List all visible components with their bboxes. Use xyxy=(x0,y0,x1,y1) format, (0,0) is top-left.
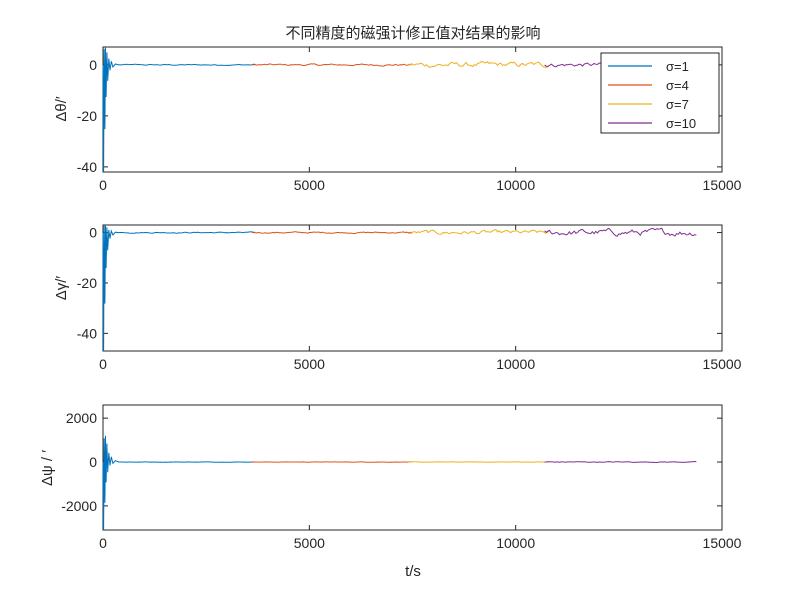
x-tick-label-yaw: 5000 xyxy=(294,535,325,551)
y-tick-label-pitch: -40 xyxy=(77,159,97,175)
x-tick-label-roll: 5000 xyxy=(294,356,325,372)
y-tick-label-pitch: 0 xyxy=(89,57,97,73)
x-tick-label-roll: 0 xyxy=(99,356,107,372)
y-axis-label-yaw: Δψ / ′ xyxy=(39,450,56,486)
y-tick-label-roll: -20 xyxy=(77,275,97,291)
panel-roll: 0 5000 10000 15000 0 -20 -40 Δγ/′ xyxy=(53,225,742,372)
y-axis-label-roll: Δγ/′ xyxy=(53,276,70,301)
y-tick-label-roll: 0 xyxy=(89,225,97,241)
x-axis-label: t/s xyxy=(405,563,421,580)
x-tick-label-pitch: 0 xyxy=(99,177,107,193)
legend: σ=1 σ=4 σ=7 σ=10 xyxy=(601,53,719,133)
y-tick-label-pitch: -20 xyxy=(77,108,97,124)
x-tick-label-roll: 10000 xyxy=(496,356,535,372)
legend-label-1: σ=1 xyxy=(666,59,689,74)
x-tick-label-pitch: 10000 xyxy=(496,177,535,193)
x-tick-label-pitch: 5000 xyxy=(294,177,325,193)
series-line-yaw-4 xyxy=(545,462,697,463)
x-tick-label-yaw: 10000 xyxy=(496,535,535,551)
legend-label-2: σ=4 xyxy=(666,78,689,93)
y-tick-label-yaw: -2000 xyxy=(61,498,97,514)
y-tick-label-roll: -40 xyxy=(77,325,97,341)
x-tick-label-roll: 15000 xyxy=(703,356,742,372)
x-tick-label-pitch: 15000 xyxy=(703,177,742,193)
x-tick-label-yaw: 0 xyxy=(99,535,107,551)
legend-box xyxy=(601,53,719,133)
y-axis-label-pitch: Δθ/′ xyxy=(53,96,70,122)
chart-title: 不同精度的磁强计修正值对结果的影响 xyxy=(285,24,540,42)
x-tick-label-yaw: 15000 xyxy=(703,535,742,551)
legend-label-4: σ=10 xyxy=(666,116,696,131)
y-tick-label-yaw: 2000 xyxy=(66,410,97,426)
y-tick-label-yaw: 0 xyxy=(89,454,97,470)
legend-label-3: σ=7 xyxy=(666,97,689,112)
axes-box-roll xyxy=(103,225,722,351)
axes-box-yaw xyxy=(103,405,722,530)
